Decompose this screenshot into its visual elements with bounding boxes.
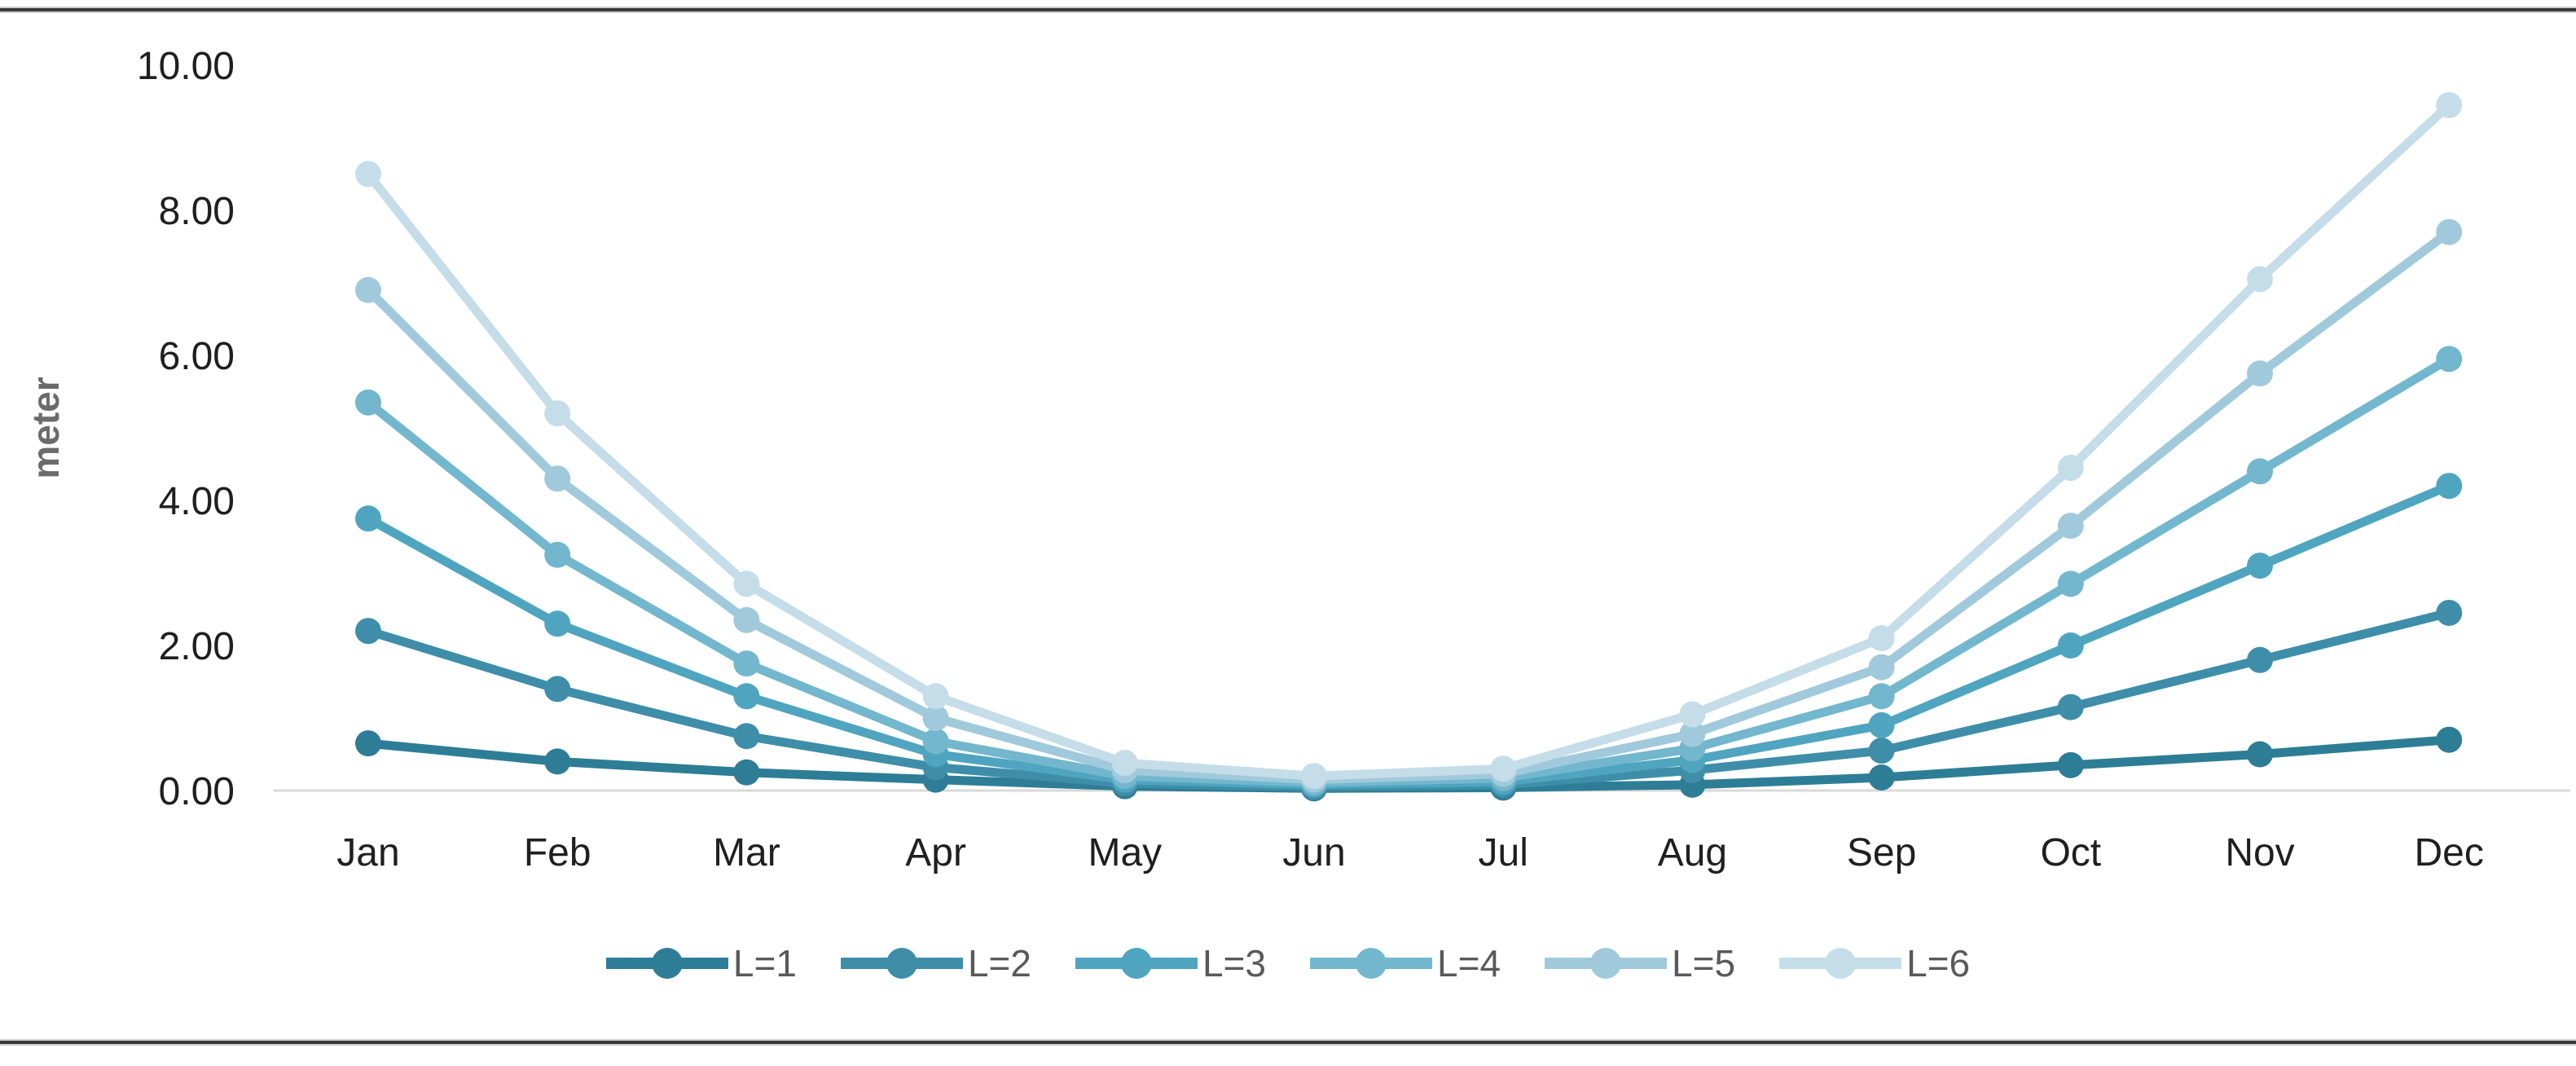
data-point-L=4-Sep (1868, 683, 1895, 710)
data-point-L=5-Oct (2057, 513, 2084, 540)
data-point-L=3-Feb (544, 610, 571, 637)
data-point-L=2-Sep (1868, 738, 1895, 764)
data-point-L=3-Mar (733, 683, 760, 710)
data-point-L=5-Sep (1868, 654, 1895, 681)
top-divider (0, 8, 2576, 11)
data-point-L=6-Nov (2247, 266, 2273, 293)
legend-item-label: L=5 (1672, 942, 1736, 985)
x-tick-label: Nov (2225, 831, 2294, 874)
series-line-L=5 (363, 227, 2454, 785)
data-point-L=5-Nov (2247, 360, 2273, 387)
data-point-L=1-Nov (2247, 741, 2273, 768)
legend-marker-icon (840, 948, 963, 979)
legend-marker-icon (1779, 948, 1902, 979)
series-line-L=3 (363, 481, 2454, 790)
data-point-L=6-Aug (1679, 701, 1706, 728)
data-point-L=6-Jan (355, 161, 381, 187)
y-tick-label: 8.00 (159, 190, 235, 233)
x-tick-label: Dec (2415, 831, 2484, 874)
data-point-L=4-Dec (2436, 346, 2463, 372)
legend-marker-icon (1075, 948, 1198, 979)
data-point-L=5-Apr (922, 705, 949, 731)
data-point-L=6-Oct (2057, 454, 2084, 481)
bottom-divider (0, 1041, 2576, 1044)
data-point-L=4-Nov (2247, 458, 2273, 485)
x-tick-label: Jun (1282, 831, 1345, 874)
data-point-L=6-Feb (544, 400, 571, 427)
x-tick-label: Sep (1847, 831, 1916, 874)
y-tick-label: 4.00 (159, 480, 235, 523)
data-point-L=4-Jan (355, 389, 381, 416)
legend-item-L=2: L=2 (840, 939, 1031, 988)
legend-item-label: L=4 (1437, 942, 1501, 985)
data-point-L=3-Oct (2057, 632, 2084, 659)
legend-marker-icon (1545, 948, 1668, 979)
x-tick-label: May (1088, 831, 1162, 874)
legend-item-label: L=1 (732, 942, 797, 985)
data-point-L=2-Jan (355, 618, 381, 645)
data-point-L=5-Mar (733, 606, 760, 633)
x-tick-label: Mar (713, 831, 780, 874)
x-tick-label: Jul (1479, 831, 1528, 874)
data-point-L=6-Dec (2436, 91, 2463, 118)
data-point-L=1-Dec (2436, 726, 2463, 753)
legend-item-L=4: L=4 (1310, 939, 1501, 988)
legend-item-L=3: L=3 (1075, 939, 1266, 988)
data-point-L=6-Jul (1490, 755, 1517, 782)
series-line-L=6 (363, 100, 2454, 781)
x-tick-label: Oct (2040, 831, 2101, 874)
x-tick-label: Feb (524, 831, 591, 874)
y-tick-label: 6.00 (159, 335, 235, 378)
data-point-L=5-Dec (2436, 218, 2463, 245)
legend-marker-icon (1310, 948, 1432, 979)
y-tick-label: 10.00 (137, 45, 235, 88)
data-point-L=2-Mar (733, 723, 760, 750)
data-point-L=2-Dec (2436, 599, 2463, 626)
data-point-L=3-Jan (355, 505, 381, 532)
data-point-L=3-Nov (2247, 553, 2273, 579)
y-axis-title: meter (24, 377, 67, 478)
data-point-L=4-Mar (733, 650, 760, 677)
data-point-L=3-Dec (2436, 473, 2463, 500)
x-tick-label: Jan (336, 831, 399, 874)
y-tick-label: 2.00 (159, 625, 235, 668)
data-point-L=6-Mar (733, 570, 760, 597)
data-point-L=4-Oct (2057, 570, 2084, 597)
data-point-L=1-Mar (733, 759, 760, 786)
data-point-L=2-Nov (2247, 646, 2273, 673)
chart-legend: L=1 L=2 L=3 L=4 L=5 L=6 (0, 931, 2576, 996)
legend-item-label: L=2 (967, 942, 1031, 985)
x-tick-label: Aug (1658, 831, 1727, 874)
y-tick-label: 0.00 (159, 770, 235, 813)
legend-item-L=5: L=5 (1545, 939, 1735, 988)
legend-item-label: L=3 (1202, 942, 1266, 985)
data-point-L=1-Jan (355, 730, 381, 757)
data-point-L=4-Feb (544, 541, 571, 568)
data-point-L=3-Sep (1868, 711, 1895, 738)
data-point-L=5-Feb (544, 465, 571, 492)
data-point-L=6-May (1111, 750, 1138, 777)
legend-item-L=6: L=6 (1779, 939, 1970, 988)
data-point-L=2-Feb (544, 676, 571, 703)
data-point-L=1-Oct (2057, 751, 2084, 778)
data-point-L=6-Jun (1301, 763, 1327, 790)
data-point-L=6-Apr (922, 683, 949, 710)
data-point-L=1-Feb (544, 748, 571, 775)
data-point-L=4-Apr (922, 728, 949, 755)
data-point-L=5-Aug (1679, 720, 1706, 747)
legend-item-L=1: L=1 (605, 939, 797, 988)
data-point-L=2-Oct (2057, 694, 2084, 720)
data-point-L=6-Sep (1868, 625, 1895, 652)
legend-marker-icon (605, 948, 728, 979)
data-point-L=5-Jan (355, 276, 381, 303)
x-tick-label: Apr (905, 831, 966, 874)
data-point-L=1-Sep (1868, 764, 1895, 791)
legend-item-label: L=6 (1906, 942, 1971, 985)
